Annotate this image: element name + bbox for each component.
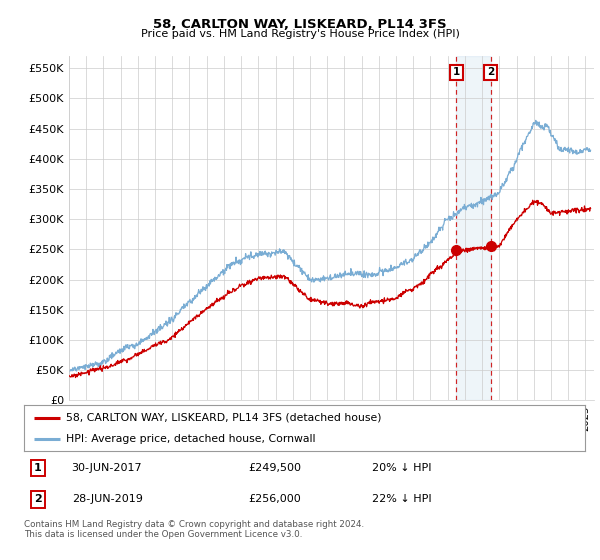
Text: 2: 2 — [487, 67, 494, 77]
Text: 20% ↓ HPI: 20% ↓ HPI — [372, 463, 431, 473]
Bar — [456, 56, 491, 400]
Text: £256,000: £256,000 — [248, 494, 301, 505]
Text: 22% ↓ HPI: 22% ↓ HPI — [372, 494, 431, 505]
Text: 28-JUN-2019: 28-JUN-2019 — [71, 494, 143, 505]
Text: £249,500: £249,500 — [248, 463, 301, 473]
Text: HPI: Average price, detached house, Cornwall: HPI: Average price, detached house, Corn… — [66, 435, 316, 444]
Text: 58, CARLTON WAY, LISKEARD, PL14 3FS (detached house): 58, CARLTON WAY, LISKEARD, PL14 3FS (det… — [66, 413, 382, 423]
Text: Contains HM Land Registry data © Crown copyright and database right 2024.
This d: Contains HM Land Registry data © Crown c… — [24, 520, 364, 539]
Text: 58, CARLTON WAY, LISKEARD, PL14 3FS: 58, CARLTON WAY, LISKEARD, PL14 3FS — [153, 18, 447, 31]
Text: 1: 1 — [34, 463, 42, 473]
Text: 1: 1 — [452, 67, 460, 77]
Text: 30-JUN-2017: 30-JUN-2017 — [71, 463, 142, 473]
Text: 2: 2 — [34, 494, 42, 505]
Text: Price paid vs. HM Land Registry's House Price Index (HPI): Price paid vs. HM Land Registry's House … — [140, 29, 460, 39]
